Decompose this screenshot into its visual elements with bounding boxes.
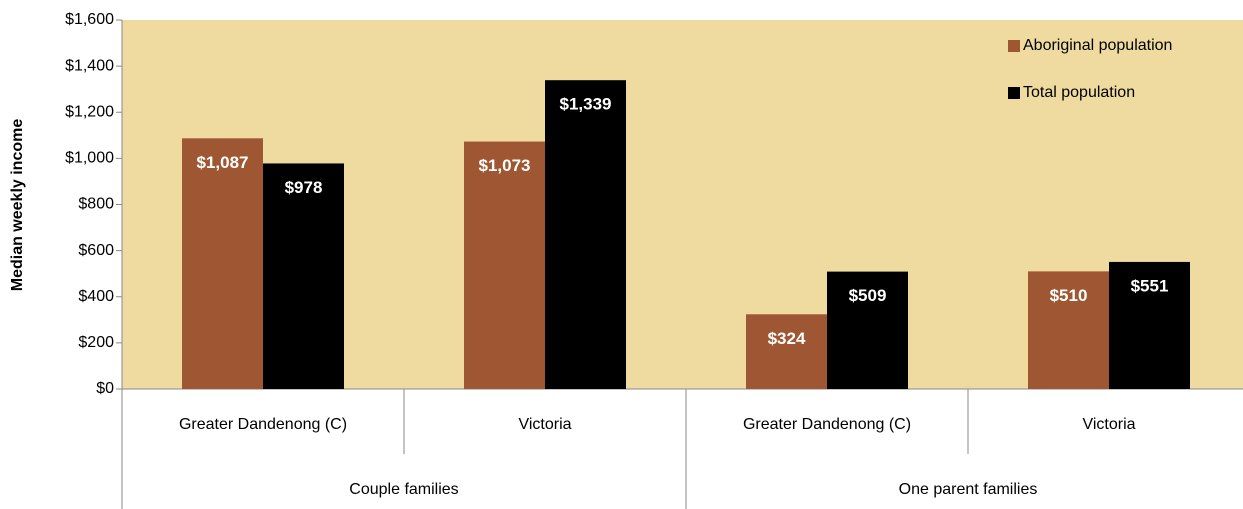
y-tick-label: $1,200 xyxy=(65,103,114,120)
y-tick-label: $200 xyxy=(78,334,114,351)
bar xyxy=(545,80,626,390)
x-tick-label: Victoria xyxy=(518,416,571,433)
y-tick-label: $600 xyxy=(78,242,114,259)
y-tick-label: $400 xyxy=(78,288,114,305)
x-tick-label: Greater Dandenong (C) xyxy=(743,416,911,433)
value-label: $1,087 xyxy=(197,153,249,172)
legend-swatch xyxy=(1008,87,1020,99)
group-label: Couple families xyxy=(349,481,458,498)
value-label: $510 xyxy=(1050,286,1088,305)
y-tick-label: $0 xyxy=(96,380,114,397)
y-axis-label: Median weekly income xyxy=(9,119,26,292)
legend-swatch xyxy=(1008,40,1020,52)
y-tick-label: $1,000 xyxy=(65,150,114,167)
value-label: $978 xyxy=(285,178,323,197)
bar xyxy=(1109,261,1190,389)
bar xyxy=(263,163,344,389)
value-label: $551 xyxy=(1131,276,1169,295)
y-tick-label: $800 xyxy=(78,196,114,213)
value-label: $324 xyxy=(768,329,806,348)
legend-label: Aboriginal population xyxy=(1023,37,1172,54)
x-tick-label: Greater Dandenong (C) xyxy=(179,416,347,433)
value-label: $1,073 xyxy=(479,156,531,175)
bar xyxy=(1028,271,1109,389)
bar xyxy=(464,141,545,389)
y-tick-label: $1,400 xyxy=(65,57,114,74)
legend-label: Total population xyxy=(1023,84,1135,101)
y-tick-label: $1,600 xyxy=(65,11,114,28)
bar xyxy=(182,138,263,389)
group-label: One parent families xyxy=(899,481,1038,498)
value-label: $509 xyxy=(849,286,887,305)
bar xyxy=(827,271,908,389)
bar xyxy=(746,314,827,389)
value-label: $1,339 xyxy=(560,95,612,114)
x-tick-label: Victoria xyxy=(1082,416,1135,433)
